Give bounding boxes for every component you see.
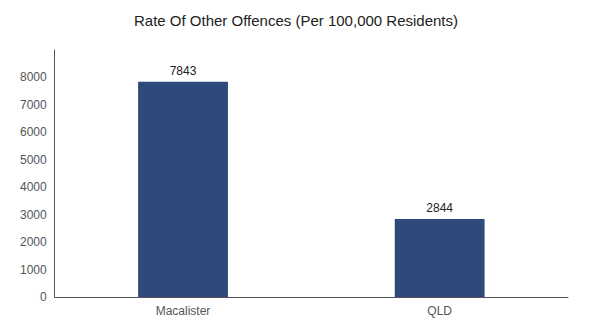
svg-text:0: 0 bbox=[40, 290, 47, 304]
svg-text:3000: 3000 bbox=[20, 208, 47, 222]
svg-text:7843: 7843 bbox=[170, 64, 197, 78]
svg-text:1000: 1000 bbox=[20, 263, 47, 277]
svg-text:5000: 5000 bbox=[20, 153, 47, 167]
svg-text:4000: 4000 bbox=[20, 180, 47, 194]
svg-text:8000: 8000 bbox=[20, 70, 47, 84]
svg-text:Rate Of Other Offences (Per 10: Rate Of Other Offences (Per 100,000 Resi… bbox=[134, 12, 458, 29]
svg-text:7000: 7000 bbox=[20, 98, 47, 112]
svg-text:2844: 2844 bbox=[426, 201, 453, 215]
svg-text:6000: 6000 bbox=[20, 125, 47, 139]
svg-text:Macalister: Macalister bbox=[156, 304, 211, 318]
svg-text:QLD: QLD bbox=[427, 304, 452, 318]
svg-text:2000: 2000 bbox=[20, 235, 47, 249]
